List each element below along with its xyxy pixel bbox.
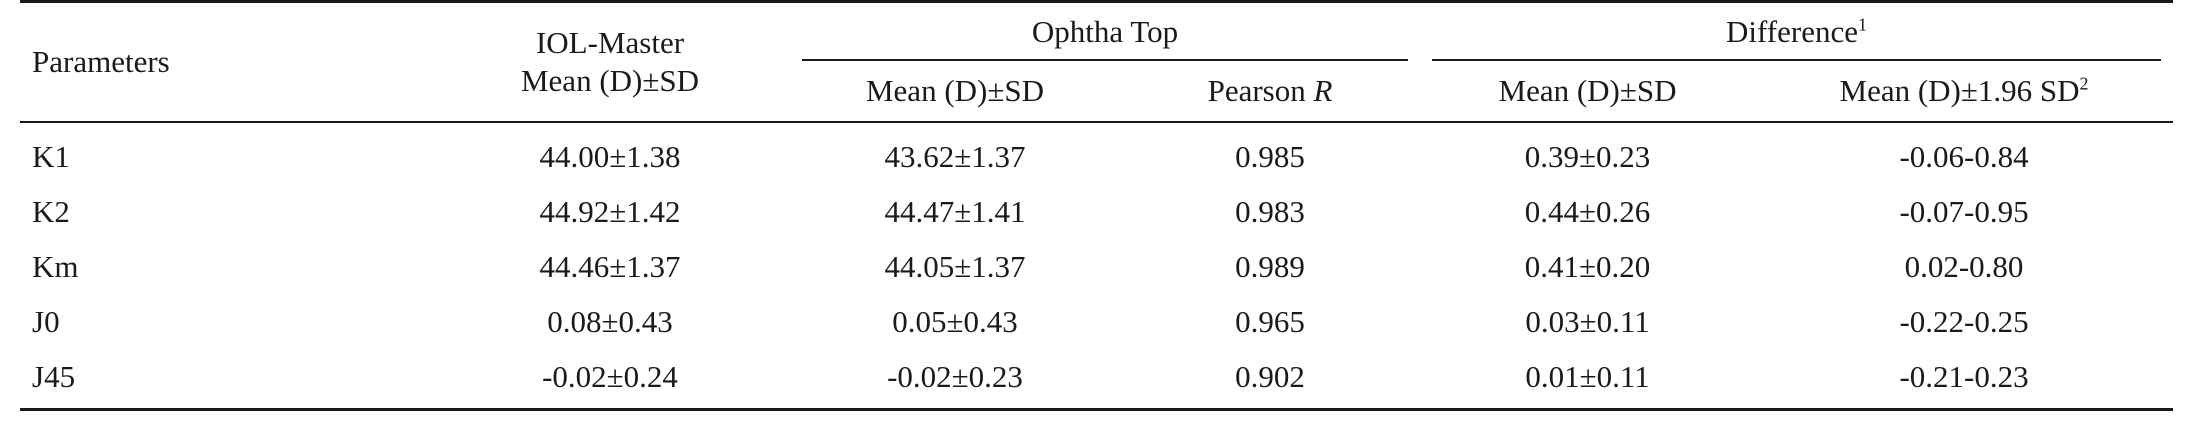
cell-ophtha-mean: 44.05±1.37 [884, 248, 1026, 284]
cell-pearson: 0.989 [1235, 248, 1305, 284]
cell-diff-ci: -0.06-0.84 [1899, 138, 2029, 174]
cell-diff-ci: -0.07-0.95 [1899, 193, 2029, 229]
cell-iol: 44.46±1.37 [539, 248, 681, 284]
header-ophtha-mean: Mean (D)±SD [865, 73, 1044, 108]
cell-diff-mean: 0.41±0.20 [1524, 248, 1651, 284]
header-group-difference: Difference1 [1420, 2, 2173, 61]
cell-param: Km [32, 248, 79, 284]
cell-ophtha-mean: -0.02±0.23 [887, 358, 1023, 394]
comparison-table: Parameters IOL-Master Mean (D)±SD Ophtha… [20, 0, 2174, 411]
cell-param: K1 [32, 138, 70, 174]
cell-pearson: 0.985 [1235, 138, 1305, 174]
cell-iol: 44.92±1.42 [539, 193, 681, 229]
cell-param: K2 [32, 193, 70, 229]
cell-iol: 0.08±0.43 [547, 303, 673, 339]
header-parameters: Parameters [20, 1, 430, 123]
footnote-marker-2: 2 [2079, 73, 2089, 94]
cell-ophtha-mean: 44.47±1.41 [884, 193, 1026, 229]
footnote-marker-1: 1 [1858, 14, 1867, 35]
cell-param: J0 [32, 303, 60, 339]
header-iol-master-stat: Mean (D)±SD [520, 63, 699, 98]
table-row: K1 44.00±1.38 43.62±1.37 0.985 0.39±0.23… [20, 122, 2173, 184]
cell-iol: 44.00±1.38 [539, 138, 681, 174]
header-iol-master: IOL-Master Mean (D)±SD [430, 1, 790, 123]
table-row: J45 -0.02±0.24 -0.02±0.23 0.902 0.01±0.1… [20, 349, 2174, 410]
cell-diff-mean: 0.01±0.11 [1525, 358, 1650, 394]
cell-diff-mean: 0.39±0.23 [1524, 138, 1651, 174]
table-row: J0 0.08±0.43 0.05±0.43 0.965 0.03±0.11 -… [20, 294, 2173, 349]
table-row: K2 44.92±1.42 44.47±1.41 0.983 0.44±0.26… [20, 184, 2173, 239]
cell-diff-mean: 0.44±0.26 [1524, 193, 1651, 229]
cell-iol: -0.02±0.24 [542, 358, 678, 394]
header-group-ophtha-top: Ophtha Top [790, 2, 1420, 61]
cell-diff-ci: 0.02-0.80 [1904, 248, 2024, 284]
cell-ophtha-mean: 43.62±1.37 [884, 138, 1026, 174]
header-diff-mean: Mean (D)±SD [1498, 73, 1677, 108]
cell-pearson: 0.983 [1235, 193, 1305, 229]
cell-diff-mean: 0.03±0.11 [1525, 303, 1650, 339]
cell-ophtha-mean: 0.05±0.43 [892, 303, 1018, 339]
cell-pearson: 0.902 [1235, 358, 1305, 394]
cell-diff-ci: -0.22-0.25 [1899, 303, 2029, 339]
cell-diff-ci: -0.21-0.23 [1899, 358, 2029, 394]
header-iol-master-name: IOL-Master [535, 25, 685, 60]
header-diff-ci: Mean (D)±1.96 SD2 [1839, 73, 2089, 108]
cell-pearson: 0.965 [1235, 303, 1305, 339]
table-row: Km 44.46±1.37 44.05±1.37 0.989 0.41±0.20… [20, 239, 2173, 294]
header-pearson-r: Pearson R [1207, 73, 1333, 108]
cell-param: J45 [32, 358, 76, 394]
